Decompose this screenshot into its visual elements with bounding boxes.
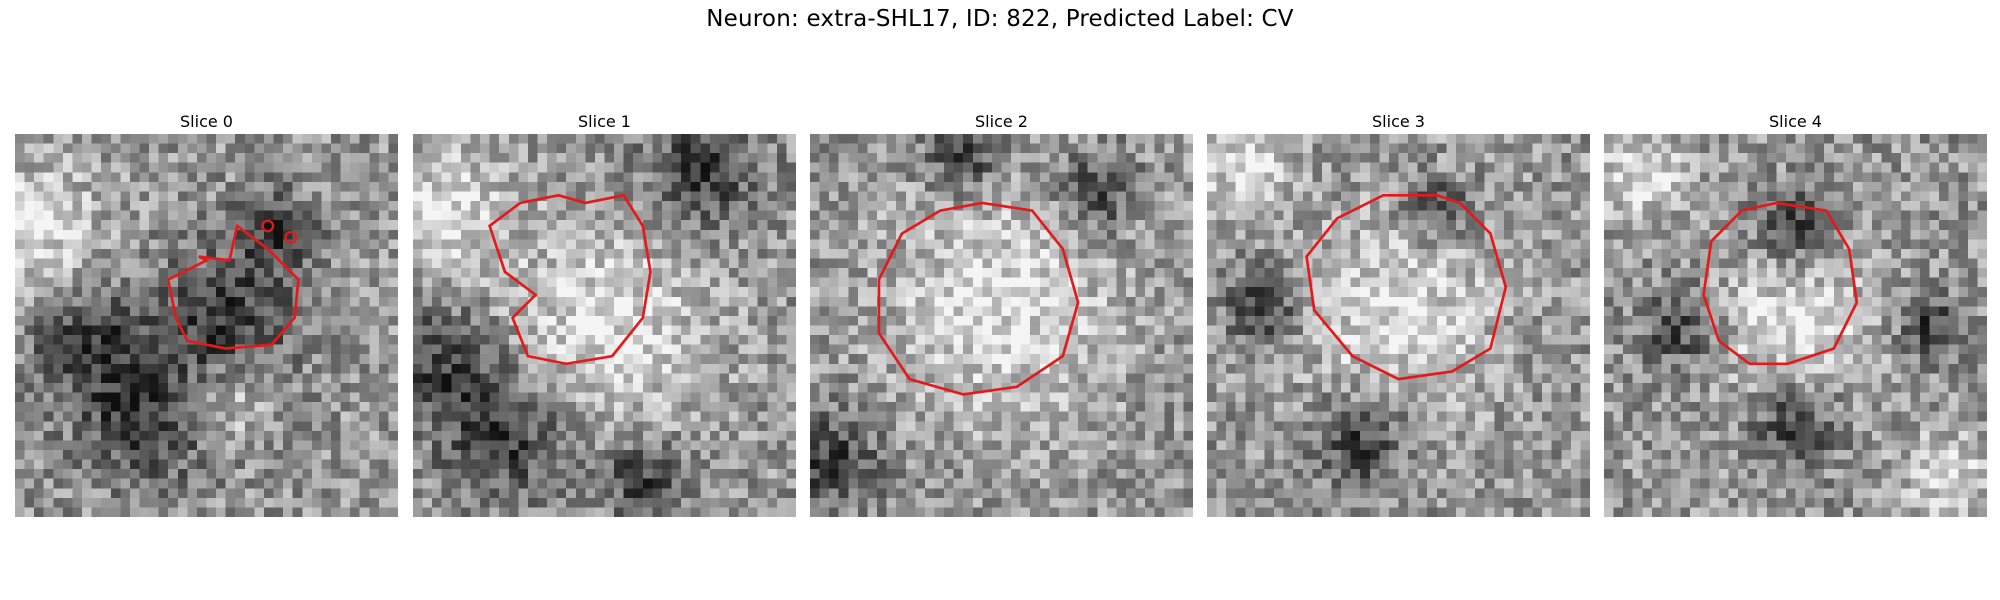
segmentation-contour (1305, 193, 1508, 381)
contour-fragment-marker (284, 230, 298, 244)
segmentation-contour (877, 201, 1080, 396)
slice-image (810, 134, 1193, 517)
slice-title: Slice 1 (578, 112, 631, 131)
slice-title: Slice 0 (180, 112, 233, 131)
slice-image (1207, 134, 1590, 517)
slice-panel: Slice 2 (810, 110, 1193, 517)
slice-panel: Slice 3 (1207, 110, 1590, 517)
slice-title: Slice 3 (1372, 112, 1425, 131)
slice-panel: Slice 1 (413, 110, 796, 517)
slice-title: Slice 4 (1769, 112, 1822, 131)
contour-fragment-marker (261, 219, 275, 233)
slice-panel: Slice 4 (1604, 110, 1987, 517)
segmentation-contour (1702, 201, 1859, 366)
slice-title: Slice 2 (975, 112, 1028, 131)
slice-image (413, 134, 796, 517)
segmentation-contour (166, 223, 300, 350)
slice-image (1604, 134, 1987, 517)
figure-title: Neuron: extra-SHL17, ID: 822, Predicted … (706, 6, 1294, 32)
slice-panel: Slice 0 (15, 110, 398, 517)
segmentation-contour (488, 193, 652, 366)
slice-image (15, 134, 398, 517)
